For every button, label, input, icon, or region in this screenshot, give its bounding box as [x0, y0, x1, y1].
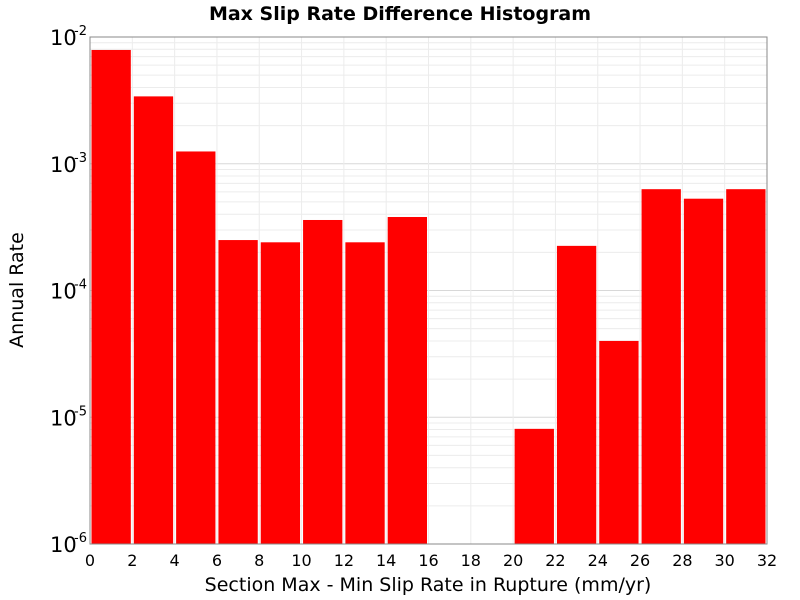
- x-tick-label: 26: [630, 551, 650, 570]
- x-tick-label: 12: [334, 551, 354, 570]
- histogram-bar: [641, 189, 681, 544]
- histogram-bar: [218, 240, 258, 545]
- histogram-bar: [683, 198, 724, 544]
- x-tick-label: 24: [588, 551, 608, 570]
- y-tick-exponent: -5: [74, 404, 87, 419]
- x-tick-label: 32: [757, 551, 777, 570]
- x-tick-label: 8: [254, 551, 264, 570]
- x-tick-labels: 0 2 4 6 8 10 12 14 16 18 20 22 24 26 28 30 32: [85, 551, 777, 570]
- histogram-bar: [726, 189, 766, 544]
- y-axis-label: Annual Rate: [6, 232, 28, 348]
- x-tick-label: 6: [212, 551, 222, 570]
- x-tick-label: 30: [715, 551, 735, 570]
- histogram-bar: [387, 217, 427, 544]
- x-tick-label: 2: [127, 551, 137, 570]
- x-tick-label: 22: [545, 551, 565, 570]
- histogram-bar: [91, 49, 131, 544]
- y-tick-label: 10: [50, 153, 77, 177]
- histogram-bar: [345, 242, 385, 544]
- plot-frame: [89, 36, 768, 545]
- histogram-bar: [556, 245, 597, 544]
- x-axis-label: Section Max - Min Slip Rate in Rupture (…: [205, 574, 652, 596]
- x-tick-label: 16: [418, 551, 438, 570]
- y-tick-exponent: -4: [74, 278, 87, 293]
- x-tick-label: 14: [376, 551, 396, 570]
- histogram-bar: [176, 151, 216, 544]
- y-tick-labels: 10-610-510-410-310-2: [50, 24, 87, 557]
- y-tick-label: 10: [50, 280, 77, 304]
- histogram-bar: [303, 219, 343, 545]
- y-tick-label: 10: [50, 533, 77, 557]
- y-tick-exponent: -6: [74, 531, 87, 546]
- bars: [91, 49, 766, 545]
- histogram-bar: [133, 96, 174, 545]
- x-tick-label: 20: [503, 551, 523, 570]
- x-tick-label: 28: [672, 551, 692, 570]
- chart-title: Max Slip Rate Difference Histogram: [209, 3, 591, 25]
- histogram-bar: [599, 340, 639, 544]
- y-tick-label: 10: [50, 26, 77, 50]
- x-tick-label: 18: [461, 551, 481, 570]
- x-tick-label: 0: [85, 551, 95, 570]
- y-tick-label: 10: [50, 406, 77, 430]
- histogram-bar: [260, 242, 301, 544]
- y-tick-exponent: -2: [74, 24, 87, 39]
- histogram-bar: [514, 428, 554, 544]
- x-tick-label: 10: [291, 551, 311, 570]
- y-tick-exponent: -3: [74, 151, 87, 166]
- x-tick-label: 4: [170, 551, 180, 570]
